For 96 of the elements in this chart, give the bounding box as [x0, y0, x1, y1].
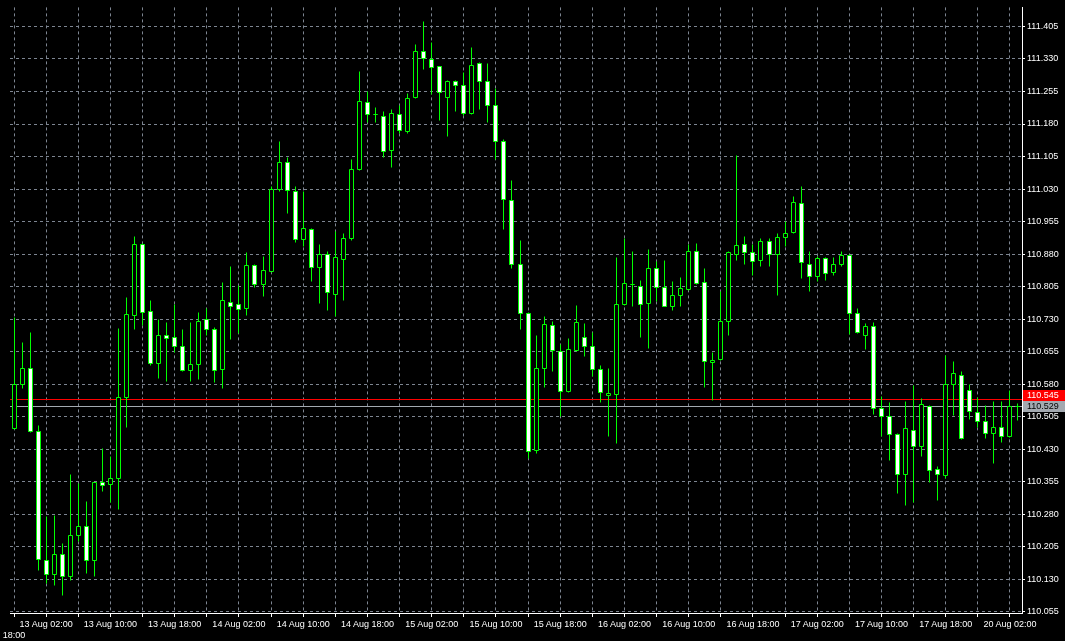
candlestick — [317, 244, 322, 304]
x-tick-label: 16 Aug 02:00 — [597, 619, 651, 630]
candlestick — [429, 42, 434, 95]
x-tick-label: 20 Aug 02:00 — [983, 619, 1037, 630]
ref-line-label: 110.529 — [1027, 401, 1059, 412]
candlestick — [582, 323, 587, 357]
candlestick — [734, 155, 739, 261]
candlestick — [662, 260, 667, 307]
y-tick-label: 110.655 — [1027, 346, 1059, 357]
candlestick — [775, 233, 780, 296]
candlestick — [236, 285, 241, 334]
candlestick — [638, 280, 643, 338]
x-tick-label: 14 Aug 18:00 — [340, 619, 394, 630]
y-tick-label: 111.180 — [1027, 118, 1059, 129]
candlestick — [767, 238, 772, 267]
candlestick — [421, 21, 426, 70]
x-tick-label: 17 Aug 18:00 — [919, 619, 973, 630]
candlestick — [20, 342, 25, 389]
candlestick — [983, 405, 988, 439]
x-tick-label: 13 Aug 18:00 — [148, 619, 202, 630]
candlestick — [887, 402, 892, 461]
candlestick — [485, 63, 490, 123]
x-tick-label: 15 Aug 02:00 — [405, 619, 459, 630]
x-tick-label: 17 Aug 10:00 — [854, 619, 908, 630]
candlestick — [622, 238, 627, 306]
candlestick — [758, 238, 763, 267]
candlestick — [204, 308, 209, 336]
candlestick — [863, 323, 868, 350]
y-tick-label: 110.205 — [1027, 541, 1059, 552]
candlestick — [783, 221, 788, 247]
y-tick-label: 110.580 — [1027, 378, 1059, 389]
x-tick-label: 15 Aug 10:00 — [469, 619, 523, 630]
candlestick — [742, 236, 747, 265]
x-tick-label: 14 Aug 02:00 — [212, 619, 266, 630]
candlestick — [261, 256, 266, 297]
candlestick — [598, 365, 603, 403]
candlestick — [52, 515, 57, 586]
candlestick — [100, 448, 105, 492]
candlestick — [477, 62, 482, 110]
y-tick-label: 111.405 — [1027, 20, 1059, 31]
x-tick-label: 13 Aug 02:00 — [19, 619, 73, 630]
candlestick — [397, 105, 402, 134]
candlestick — [228, 266, 233, 340]
y-tick-label: 111.255 — [1027, 85, 1059, 96]
candlestick — [108, 456, 113, 503]
candlestick — [710, 352, 715, 401]
y-tick-label: 110.955 — [1027, 216, 1059, 227]
y-tick-label: 110.430 — [1027, 443, 1059, 454]
y-tick-label: 110.805 — [1027, 281, 1059, 292]
candlestick — [750, 244, 755, 276]
candlestick — [807, 251, 812, 292]
candlestick — [445, 80, 450, 137]
candlestick — [590, 332, 595, 377]
y-tick-label: 110.130 — [1027, 573, 1059, 584]
candlestick — [879, 396, 884, 437]
y-tick-label: 110.505 — [1027, 411, 1059, 422]
candlestick — [999, 401, 1004, 443]
y-tick-label: 110.880 — [1027, 248, 1059, 259]
candlestick — [301, 191, 306, 247]
candlestick — [670, 281, 675, 311]
x-tick-label: 16 Aug 18:00 — [726, 619, 780, 630]
y-tick-label: 111.105 — [1027, 151, 1059, 162]
y-tick-label: 111.330 — [1027, 53, 1059, 64]
y-tick-label: 110.055 — [1027, 606, 1059, 617]
candlestick — [935, 466, 940, 501]
candlestick — [188, 322, 193, 382]
candlestick — [991, 401, 996, 464]
candlestick — [453, 80, 458, 112]
candlestick — [975, 397, 980, 428]
x-tick-label: 17 Aug 02:00 — [790, 619, 844, 630]
ref-line-label: 110.545 — [1027, 390, 1059, 401]
y-tick-label: 111.030 — [1027, 183, 1059, 194]
candlestick — [967, 384, 972, 420]
candlestick — [44, 516, 49, 584]
candlestick — [855, 308, 860, 334]
x-tick-label: 14 Aug 10:00 — [276, 619, 330, 630]
x-tick-label: 16 Aug 10:00 — [662, 619, 716, 630]
candlestick — [180, 329, 185, 372]
candlestick — [365, 91, 370, 123]
y-tick-label: 110.280 — [1027, 508, 1059, 519]
x-tick-label: 18:00 — [2, 630, 26, 641]
candlestick — [172, 304, 177, 353]
candlestick — [815, 256, 820, 282]
candlestick — [164, 322, 169, 382]
y-tick-label: 110.355 — [1027, 476, 1059, 487]
candlestick — [341, 233, 346, 301]
candlestick — [911, 385, 916, 503]
y-tick-label: 110.730 — [1027, 313, 1059, 324]
candlestick — [606, 368, 611, 437]
candlestick — [654, 261, 659, 302]
candlestick — [951, 361, 956, 416]
x-tick-label: 15 Aug 18:00 — [533, 619, 587, 630]
candlestick — [76, 483, 81, 542]
candlestick — [678, 277, 683, 307]
candlestick — [60, 543, 65, 596]
x-tick-label: 13 Aug 10:00 — [83, 619, 137, 630]
